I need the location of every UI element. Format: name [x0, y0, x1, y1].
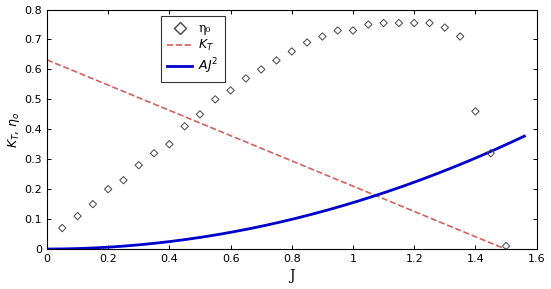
Point: [89, 202, 98, 206]
Point: [196, 112, 204, 117]
Point: [58, 226, 67, 230]
Point: [272, 58, 281, 63]
Point: [333, 28, 342, 33]
Point: [134, 163, 143, 168]
Point: [364, 22, 372, 27]
Point: [395, 21, 403, 25]
Point: [180, 124, 189, 129]
Point: [241, 76, 250, 81]
Point: [425, 21, 434, 25]
Y-axis label: $K_T$, $\eta_o$: $K_T$, $\eta_o$: [6, 111, 21, 148]
Point: [302, 40, 311, 45]
Point: [211, 97, 220, 102]
Point: [440, 25, 449, 30]
Point: [165, 142, 174, 147]
Point: [471, 109, 480, 114]
Point: [487, 151, 495, 155]
Point: [379, 21, 388, 25]
Point: [501, 244, 510, 248]
Point: [318, 34, 327, 39]
Point: [288, 49, 296, 54]
Point: [410, 21, 419, 25]
Point: [349, 28, 358, 33]
Point: [119, 178, 128, 182]
Legend: η₀, $K_T$, $AJ^2$: η₀, $K_T$, $AJ^2$: [161, 16, 225, 82]
Point: [150, 151, 159, 155]
Point: [257, 67, 266, 72]
Point: [226, 88, 235, 93]
Point: [73, 214, 82, 218]
X-axis label: J: J: [289, 269, 295, 284]
Point: [104, 187, 112, 192]
Point: [456, 34, 464, 39]
